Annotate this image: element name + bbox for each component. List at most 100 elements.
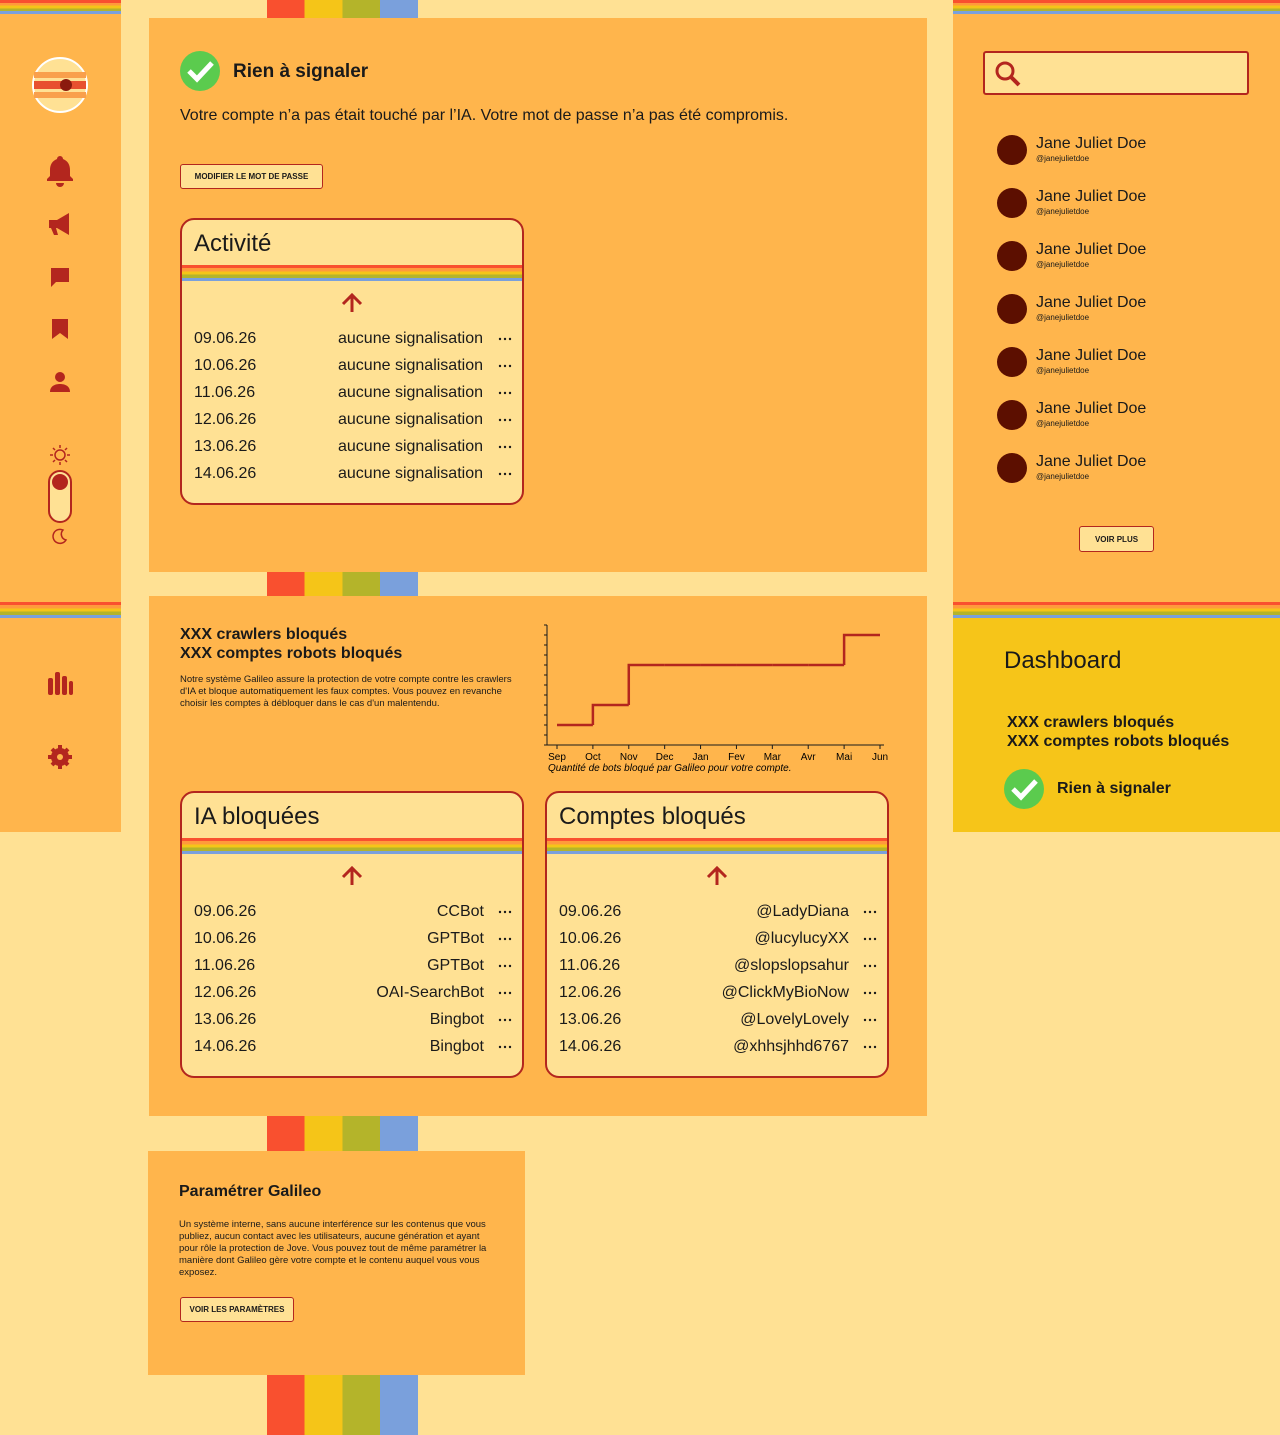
chart: Quantité de bots bloqué par Galileo pour… (544, 624, 888, 774)
step-segment (842, 633, 880, 665)
user-handle: @janejulietdoe (1036, 366, 1090, 375)
more-options[interactable] (498, 417, 512, 423)
more-options[interactable] (498, 363, 512, 369)
user-name: Jane Juliet Doe (1036, 294, 1147, 311)
more-options[interactable] (863, 909, 877, 915)
table-row: 10.06.26 aucune signalisation (194, 357, 512, 377)
row-text: Bingbot (429, 1038, 484, 1055)
dot (508, 964, 512, 968)
deco-bar (267, 572, 418, 596)
sort-arrow (706, 865, 728, 885)
row-date: 10.06.26 (559, 930, 622, 947)
dot (508, 991, 512, 995)
x-tick-label: Mai (836, 752, 852, 763)
user-name: Jane Juliet Doe (1036, 400, 1147, 417)
more-options[interactable] (498, 444, 512, 450)
more-options[interactable] (863, 1044, 877, 1050)
table-row: 14.06.26 Bingbot (194, 1038, 512, 1058)
announcements-icon[interactable] (49, 213, 69, 235)
theme-toggle[interactable] (48, 445, 72, 545)
avatar (997, 135, 1027, 165)
more-options[interactable] (863, 990, 877, 996)
status-message: Votre compte n’a pas était touché par l’… (180, 107, 789, 124)
change-password-button[interactable]: MODIFIER LE MOT DE PASSE (180, 164, 323, 189)
user-name: Jane Juliet Doe (1036, 347, 1147, 364)
dot (508, 364, 512, 368)
dot (873, 910, 877, 914)
row-date: 14.06.26 (559, 1038, 622, 1055)
table-row: 13.06.26 aucune signalisation (194, 438, 512, 458)
x-tick-label: Nov (620, 752, 638, 763)
dot (498, 337, 502, 341)
bookmarks-icon[interactable] (52, 319, 68, 339)
table-row: 09.06.26 @LadyDiana (559, 903, 877, 923)
dot (508, 418, 512, 422)
row-text: GPTBot (427, 957, 484, 974)
more-options[interactable] (498, 963, 512, 969)
more-options[interactable] (498, 909, 512, 915)
settings-title: Paramétrer Galileo (179, 1183, 322, 1200)
dot (503, 910, 507, 914)
chart-caption: Quantité de bots bloqué par Galileo pour… (548, 763, 791, 774)
dot (863, 964, 867, 968)
sidebar-icons (32, 57, 88, 769)
more-options[interactable] (498, 390, 512, 396)
dot (873, 937, 877, 941)
x-tick-label: Fev (728, 752, 745, 763)
dot (503, 991, 507, 995)
messages-icon[interactable] (51, 268, 69, 287)
dot (498, 364, 502, 368)
settings-icon[interactable] (48, 745, 72, 769)
table-row: 09.06.26 aucune signalisation (194, 330, 512, 350)
notifications-icon[interactable] (47, 156, 73, 187)
step-segment (591, 703, 629, 725)
deco-bar (267, 1116, 418, 1151)
dot (868, 910, 872, 914)
avatar (997, 400, 1027, 430)
row-date: 14.06.26 (194, 465, 257, 482)
dot (508, 910, 512, 914)
more-users-button[interactable]: VOIR PLUS (1079, 526, 1154, 552)
dot (503, 1018, 507, 1022)
profile-icon[interactable] (50, 372, 70, 392)
search-box[interactable] (983, 51, 1249, 95)
sort-arrow (341, 292, 363, 312)
dot (508, 1018, 512, 1022)
dot (498, 1018, 502, 1022)
avatar (997, 188, 1027, 218)
x-tick-label: Dec (656, 752, 674, 763)
crawlers-count: XXX crawlers bloqués (180, 626, 348, 643)
row-date: 09.06.26 (194, 903, 257, 920)
more-options[interactable] (863, 936, 877, 942)
settings-description: Un système interne, sans aucune interfér… (179, 1219, 487, 1278)
dot (503, 937, 507, 941)
bots-count: XXX comptes robots bloqués (180, 645, 403, 662)
table-row: 13.06.26 @LovelyLovely (559, 1011, 877, 1031)
deco-bar (267, 1375, 418, 1435)
table-row: 14.06.26 aucune signalisation (194, 465, 512, 485)
row-date: 12.06.26 (559, 984, 622, 1001)
more-options[interactable] (863, 963, 877, 969)
more-options[interactable] (498, 336, 512, 342)
dashboard: Dashboard XXX crawlers bloqués XXX compt… (953, 618, 1280, 832)
more-options[interactable] (498, 471, 512, 477)
more-options[interactable] (498, 1044, 512, 1050)
more-options[interactable] (498, 990, 512, 996)
row-text: GPTBot (427, 930, 484, 947)
more-options[interactable] (498, 936, 512, 942)
dot (868, 937, 872, 941)
search-icon (995, 61, 1021, 87)
more-options[interactable] (498, 1017, 512, 1023)
row-text: aucune signalisation (338, 438, 483, 455)
row-text: aucune signalisation (338, 465, 483, 482)
table-card: Activité 09.06.26 aucune signalisation 10.0… (180, 218, 524, 505)
more-options[interactable] (863, 1017, 877, 1023)
dot (868, 1045, 872, 1049)
logo[interactable] (32, 57, 88, 113)
stats-icon[interactable] (48, 672, 73, 695)
settings-button[interactable]: VOIR LES PARAMÈTRES (180, 1297, 294, 1322)
row-text: Bingbot (429, 1011, 484, 1028)
dot (863, 1018, 867, 1022)
row-date: 12.06.26 (194, 411, 257, 428)
dot (873, 964, 877, 968)
